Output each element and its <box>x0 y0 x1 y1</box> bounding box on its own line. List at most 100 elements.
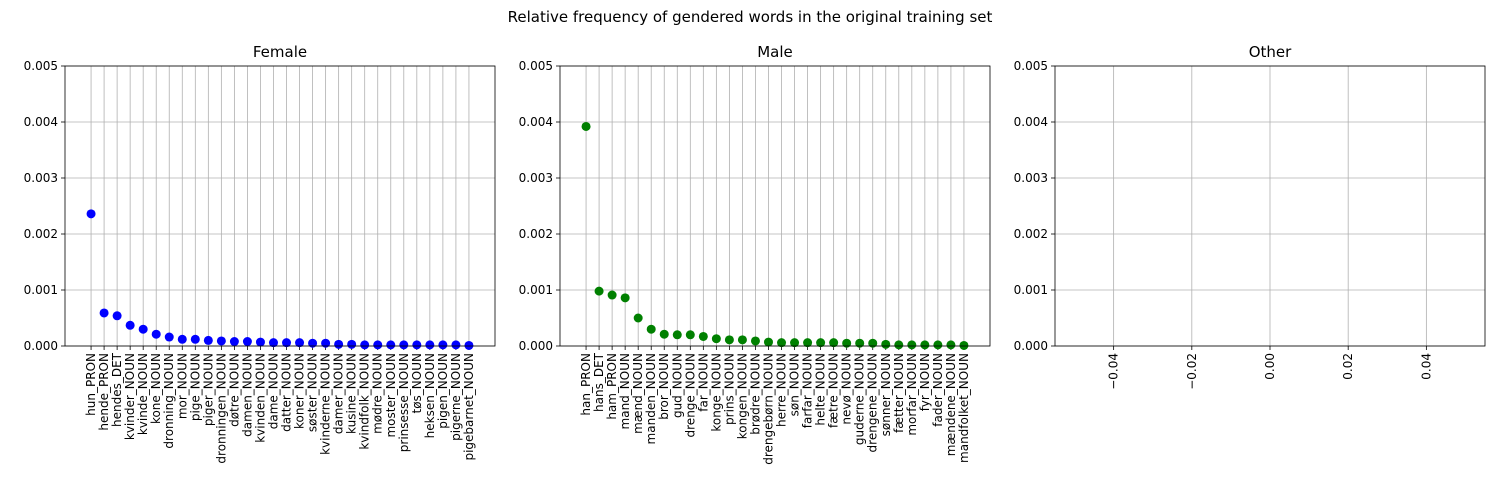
data-point <box>164 332 174 342</box>
axes-frame <box>1054 65 1486 347</box>
data-point <box>842 338 852 348</box>
x-tick-label: 0.04 <box>1419 353 1433 380</box>
data-point <box>907 340 917 350</box>
x-tick-label: manden_NOUN <box>644 353 658 444</box>
data-point <box>581 121 591 131</box>
x-tick-label: han_PRON <box>579 353 593 416</box>
x-tick-label: konge_NOUN <box>709 353 723 432</box>
x-tick-label: nevø_NOUN <box>840 353 854 425</box>
data-point <box>881 339 891 349</box>
x-tick-label: hans_DET <box>592 352 606 412</box>
x-tick-label: fader_NOUN <box>931 353 945 427</box>
data-point <box>737 335 747 345</box>
x-tick-label: mændene_NOUN <box>944 353 958 456</box>
data-point <box>633 313 643 323</box>
data-point <box>685 330 695 340</box>
x-tick-label: fætre_NOUN <box>827 353 841 428</box>
y-tick-label: 0.003 <box>519 171 553 185</box>
data-point <box>282 338 292 348</box>
data-point <box>255 337 265 347</box>
x-tick-label: herre_NOUN <box>775 353 789 427</box>
data-point <box>946 340 956 350</box>
data-point <box>177 334 187 344</box>
chart-panel-other: 0.000 0.001 0.002 0.003 0.004 0.005 −0.04 −0.02… <box>1014 43 1486 390</box>
data-point <box>607 290 617 300</box>
data-point <box>620 293 630 303</box>
y-tick-label: 0.005 <box>1014 59 1048 73</box>
x-tick-label: døtre_NOUN <box>227 353 241 427</box>
x-tick-label: kusine_NOUN <box>345 353 359 434</box>
data-point <box>763 337 773 347</box>
x-tick-label: drenge_NOUN <box>683 353 697 437</box>
data-point <box>86 209 96 219</box>
y-tick-label: 0.000 <box>519 339 553 353</box>
data-point <box>438 340 448 350</box>
axes-frame <box>64 65 496 347</box>
x-tick-label: moster_NOUN <box>384 353 398 438</box>
x-tick-label: søster_NOUN <box>306 353 320 432</box>
data-point <box>451 340 461 350</box>
x-tick-label: drengebørn_NOUN <box>761 353 775 465</box>
x-tick-label: hun_PRON <box>84 353 98 416</box>
data-point <box>112 311 122 321</box>
data-point <box>151 329 161 339</box>
data-point <box>216 336 226 346</box>
data-point <box>138 324 148 334</box>
x-tick-label: koner_NOUN <box>293 353 307 429</box>
data-point <box>750 336 760 346</box>
data-point <box>125 320 135 330</box>
data-point <box>347 339 357 349</box>
x-tick-label: 0.00 <box>1263 353 1277 380</box>
x-tick-label: mor_NOUN <box>175 353 189 419</box>
chart-title: Male <box>757 43 793 61</box>
data-point <box>242 337 252 347</box>
y-tick-label: 0.001 <box>519 283 553 297</box>
data-point <box>803 338 813 348</box>
y-tick-label: 0.001 <box>1014 283 1048 297</box>
data-point <box>360 340 370 350</box>
y-tick-label: 0.004 <box>519 115 553 129</box>
axes-frame <box>559 65 991 347</box>
data-point <box>229 337 239 347</box>
y-tick-label: 0.004 <box>24 115 58 129</box>
x-tick-label: far_NOUN <box>696 353 710 412</box>
x-tick-label: pigen_NOUN <box>436 353 450 429</box>
x-tick-label: prinsesse_NOUN <box>397 353 411 452</box>
x-tick-label: −0.04 <box>1107 353 1121 390</box>
data-point <box>868 338 878 348</box>
data-point <box>855 338 865 348</box>
x-tick-label: farfar_NOUN <box>801 353 815 428</box>
y-tick-label: 0.002 <box>519 227 553 241</box>
x-tick-label: kvinderne_NOUN <box>319 353 333 455</box>
x-tick-label: mødre_NOUN <box>371 353 385 434</box>
x-tick-label: damer_NOUN <box>332 353 346 434</box>
x-tick-label: dame_NOUN <box>266 353 280 429</box>
y-tick-label: 0.005 <box>24 59 58 73</box>
y-tick-label: 0.000 <box>1014 339 1048 353</box>
data-point <box>373 340 383 350</box>
x-tick-label: bror_NOUN <box>657 353 671 420</box>
data-point <box>711 334 721 344</box>
x-tick-label: heksen_NOUN <box>423 353 437 438</box>
data-point <box>659 329 669 339</box>
y-tick-label: 0.002 <box>24 227 58 241</box>
data-point <box>933 340 943 350</box>
x-tick-label: gud_NOUN <box>670 353 684 418</box>
data-point <box>203 335 213 345</box>
data-point <box>777 338 787 348</box>
x-tick-label: mænd_NOUN <box>631 353 645 434</box>
x-tick-label: dronningen_NOUN <box>214 353 228 464</box>
data-point <box>672 330 682 340</box>
data-point <box>295 338 305 348</box>
x-tick-label: tøs_NOUN <box>410 353 424 413</box>
x-tick-label: prins_NOUN <box>722 353 736 425</box>
x-tick-label: hendes_DET <box>110 352 124 427</box>
data-point <box>412 340 422 350</box>
data-point <box>646 324 656 334</box>
y-tick-label: 0.004 <box>1014 115 1048 129</box>
x-tick-label: hende_PRON <box>97 353 111 431</box>
y-tick-label: 0.000 <box>24 339 58 353</box>
x-tick-label: kvindfolk_NOUN <box>358 353 372 450</box>
